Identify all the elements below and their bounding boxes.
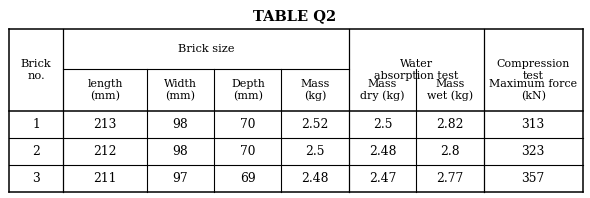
Text: 2.77: 2.77 — [436, 172, 464, 185]
Text: length
(mm): length (mm) — [87, 79, 123, 101]
Text: Compression
test: Compression test — [497, 59, 570, 81]
Text: 211: 211 — [93, 172, 117, 185]
Text: Width
(mm): Width (mm) — [164, 79, 197, 101]
Text: Depth
(mm): Depth (mm) — [231, 79, 265, 101]
Text: 70: 70 — [240, 118, 255, 131]
Text: 2.5: 2.5 — [306, 145, 325, 158]
Text: 2.47: 2.47 — [369, 172, 396, 185]
Text: Brick
no.: Brick no. — [21, 59, 51, 81]
Text: 2.82: 2.82 — [436, 118, 464, 131]
Text: 357: 357 — [522, 172, 545, 185]
Text: Brick size: Brick size — [178, 44, 234, 54]
Text: 97: 97 — [173, 172, 188, 185]
Text: Water
absorption test: Water absorption test — [374, 59, 458, 81]
Text: 2: 2 — [32, 145, 40, 158]
Text: 2.48: 2.48 — [369, 145, 396, 158]
Text: 1: 1 — [32, 118, 40, 131]
Text: 98: 98 — [172, 145, 188, 158]
Text: 70: 70 — [240, 145, 255, 158]
Text: Mass
dry (kg): Mass dry (kg) — [360, 79, 405, 101]
Text: 313: 313 — [522, 118, 545, 131]
Text: 323: 323 — [522, 145, 545, 158]
Text: 69: 69 — [240, 172, 255, 185]
Text: Maximum force
(kN): Maximum force (kN) — [489, 79, 577, 101]
Text: 3: 3 — [32, 172, 40, 185]
Text: 2.5: 2.5 — [373, 118, 392, 131]
Text: 98: 98 — [172, 118, 188, 131]
Text: Mass
wet (kg): Mass wet (kg) — [427, 79, 473, 101]
Text: 213: 213 — [93, 118, 117, 131]
Text: 2.52: 2.52 — [301, 118, 329, 131]
Text: 212: 212 — [93, 145, 117, 158]
Text: 2.8: 2.8 — [440, 145, 460, 158]
Text: TABLE Q2: TABLE Q2 — [253, 9, 337, 23]
Text: Mass
(kg): Mass (kg) — [300, 79, 330, 101]
Text: 2.48: 2.48 — [301, 172, 329, 185]
